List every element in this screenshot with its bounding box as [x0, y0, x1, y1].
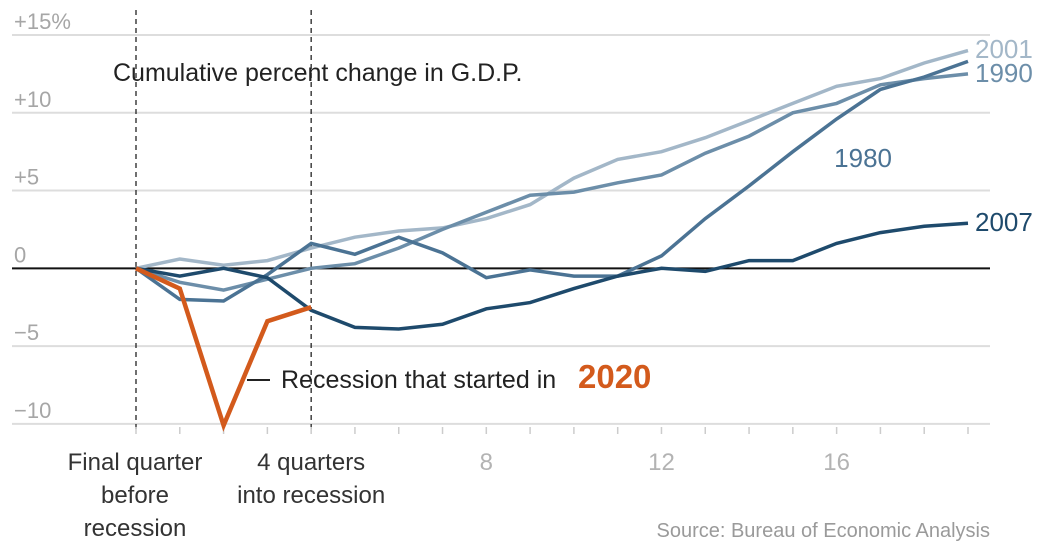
x-marker-label: into recession — [237, 482, 385, 509]
marker-lines — [135, 10, 312, 432]
series-label-2007: 2007 — [975, 207, 1033, 237]
chart-title: Cumulative percent change in G.D.P. — [113, 59, 523, 87]
source-note: Source: Bureau of Economic Analysis — [656, 520, 990, 542]
y-tick-label: +10 — [14, 87, 51, 112]
grid-layer — [12, 34, 990, 425]
series-label-1990: 1990 — [975, 58, 1033, 88]
y-tick-label: −5 — [14, 320, 39, 345]
series-lines — [134, 48, 969, 432]
series-label-1980: 1980 — [834, 143, 892, 173]
x-tick-label: 12 — [648, 449, 675, 476]
y-tick-labels: +15% +10 +5 0 −5 −10 — [14, 9, 71, 423]
y-tick-label: 0 — [14, 242, 26, 267]
series-label-2001: 2001 — [975, 34, 1033, 64]
series-line-1980 — [134, 59, 969, 303]
x-marker-label: before — [101, 482, 169, 509]
annotation-year: 2020 — [578, 358, 651, 395]
series-line-2020 — [135, 266, 312, 432]
x-marker-label: Final quarter — [68, 449, 203, 476]
y-tick-label: +15% — [14, 9, 71, 34]
x-tick-labels: 8 12 16 Final quarter before recession 4 quart… — [68, 449, 850, 542]
x-marker-label: recession — [84, 515, 187, 542]
x-marker-label: 4 quarters — [257, 449, 365, 476]
y-tick-label: −10 — [14, 398, 51, 423]
series-line-2001 — [135, 48, 969, 271]
x-tick-label: 16 — [823, 449, 850, 476]
x-axis — [12, 267, 990, 434]
series-line-1990 — [135, 72, 969, 292]
series-line-2007 — [135, 221, 969, 331]
annotation-2020: Recession that started in 2020 — [247, 358, 651, 395]
annotation-text: Recession that started in — [281, 366, 556, 394]
y-tick-label: +5 — [14, 165, 39, 190]
x-tick-label: 8 — [480, 449, 493, 476]
